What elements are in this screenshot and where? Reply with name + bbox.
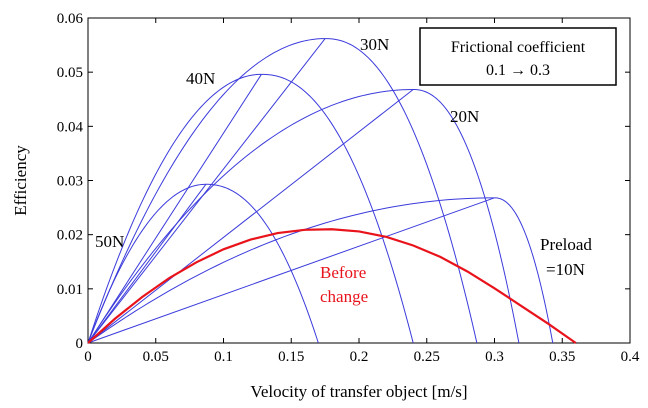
series-curve-20n (87, 88, 520, 344)
series-curve-30n (87, 38, 478, 344)
legend-box (419, 27, 617, 86)
x-tick-label: 0.05 (143, 349, 169, 365)
before-change-label-line2: change (320, 287, 368, 306)
series-label-40n: 40N (186, 69, 215, 88)
before-change-label-line1: Before (320, 263, 366, 282)
y-tick-label: 0.05 (57, 65, 83, 81)
legend-line-2: 0.1 → 0.3 (486, 62, 550, 79)
series-line-20n (87, 89, 414, 344)
y-tick-label: 0.06 (57, 11, 84, 27)
series-line-40n (87, 74, 262, 344)
x-tick-label: 0.4 (621, 349, 640, 365)
legend-line-1: Frictional coefficient (451, 39, 586, 56)
series-label-20n: 20N (450, 107, 479, 126)
series-line-50n (87, 183, 207, 344)
series-layer (87, 38, 577, 344)
x-axis-title: Velocity of transfer object [m/s] (250, 382, 467, 401)
y-tick-label: 0.03 (57, 174, 83, 190)
series-label-30n: 30N (360, 35, 389, 54)
series-before-change (87, 228, 577, 344)
x-tick-label: 0.35 (549, 349, 575, 365)
series-label-50n: 50N (95, 232, 124, 251)
x-tick-label: 0.25 (414, 349, 440, 365)
x-tick-label: 0.15 (278, 349, 304, 365)
labels-layer: 30N 40N 20N 50N Preload =10N Before change Frict… (95, 27, 617, 306)
series-curve-preload (87, 197, 554, 344)
y-tick-label: 0.01 (57, 282, 83, 298)
x-tick-label: 0.2 (350, 349, 369, 365)
x-tick-label: 0 (84, 349, 92, 365)
series-line-30n (87, 38, 326, 344)
series-curve-40n (87, 73, 414, 344)
x-tick-label: 0.1 (214, 349, 233, 365)
y-axis-title: Efficiency (11, 145, 30, 216)
plot-axes: 0 0.05 0.1 0.15 0.2 0.25 0.3 0.35 0.4 0 0.01 0.02 0.… (11, 11, 640, 401)
y-tick-label: 0 (76, 336, 84, 352)
y-tick-label: 0.02 (57, 228, 83, 244)
x-tick-label: 0.3 (485, 349, 504, 365)
series-curve-50n (87, 183, 319, 344)
series-label-preload-value: =10N (546, 260, 585, 279)
series-label-preload: Preload (540, 235, 592, 254)
y-tick-label: 0.04 (57, 119, 84, 135)
